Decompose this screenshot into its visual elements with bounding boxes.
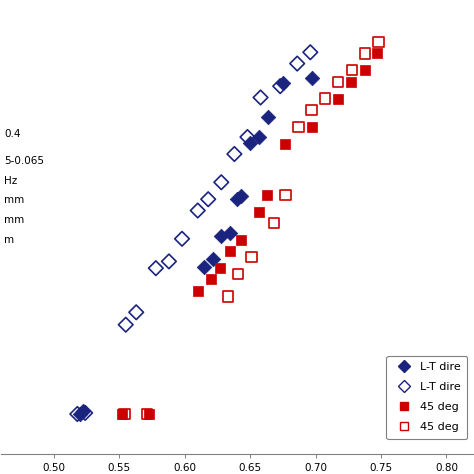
Point — [244, 133, 251, 141]
Point — [362, 66, 369, 74]
Point — [264, 113, 272, 121]
Point — [270, 219, 277, 227]
Point — [347, 78, 355, 85]
Point — [204, 195, 212, 203]
Point — [233, 195, 241, 203]
Point — [374, 38, 382, 46]
Point — [334, 78, 342, 85]
Point — [264, 191, 271, 199]
Point — [403, 416, 411, 423]
Point — [165, 257, 173, 265]
Point — [79, 407, 86, 415]
Point — [257, 94, 264, 101]
Point — [237, 236, 245, 244]
Point — [246, 139, 254, 146]
Point — [373, 50, 381, 57]
Point — [279, 80, 287, 87]
Text: 0.4: 0.4 — [4, 129, 20, 139]
Point — [348, 66, 356, 74]
Point — [121, 410, 128, 418]
Point — [216, 264, 224, 272]
Point — [293, 60, 301, 67]
Point — [230, 150, 238, 158]
Text: mm: mm — [4, 215, 24, 225]
Text: 5-0.065: 5-0.065 — [4, 156, 44, 166]
Point — [194, 207, 201, 214]
Point — [218, 232, 225, 240]
Point — [73, 410, 81, 418]
Point — [235, 270, 242, 278]
Point — [152, 264, 160, 272]
Point — [308, 123, 315, 131]
Point — [178, 235, 186, 243]
Point — [362, 50, 369, 57]
Text: Hz: Hz — [4, 175, 17, 185]
Point — [295, 123, 302, 131]
Point — [227, 247, 234, 255]
Point — [146, 410, 153, 418]
Point — [334, 95, 342, 102]
Point — [76, 410, 84, 418]
Point — [307, 48, 314, 56]
Point — [308, 74, 315, 82]
Point — [282, 191, 289, 199]
Text: mm: mm — [4, 195, 24, 205]
Point — [218, 179, 225, 186]
Point — [201, 263, 208, 271]
Point — [207, 276, 215, 283]
Point — [282, 140, 289, 147]
Point — [118, 410, 126, 418]
Point — [224, 292, 232, 300]
Point — [122, 321, 129, 328]
Point — [247, 253, 255, 261]
Point — [82, 409, 89, 417]
Point — [255, 133, 263, 141]
Point — [143, 410, 150, 418]
Point — [132, 309, 140, 316]
Point — [194, 287, 201, 294]
Point — [237, 192, 245, 200]
Legend: L-T dire, L-T dire, 45 deg, 45 deg: L-T dire, L-T dire, 45 deg, 45 deg — [386, 356, 467, 439]
Text: m: m — [4, 235, 14, 245]
Point — [321, 95, 328, 102]
Point — [276, 82, 284, 90]
Point — [210, 255, 217, 263]
Point — [227, 229, 234, 237]
Point — [255, 208, 263, 216]
Point — [308, 106, 315, 114]
